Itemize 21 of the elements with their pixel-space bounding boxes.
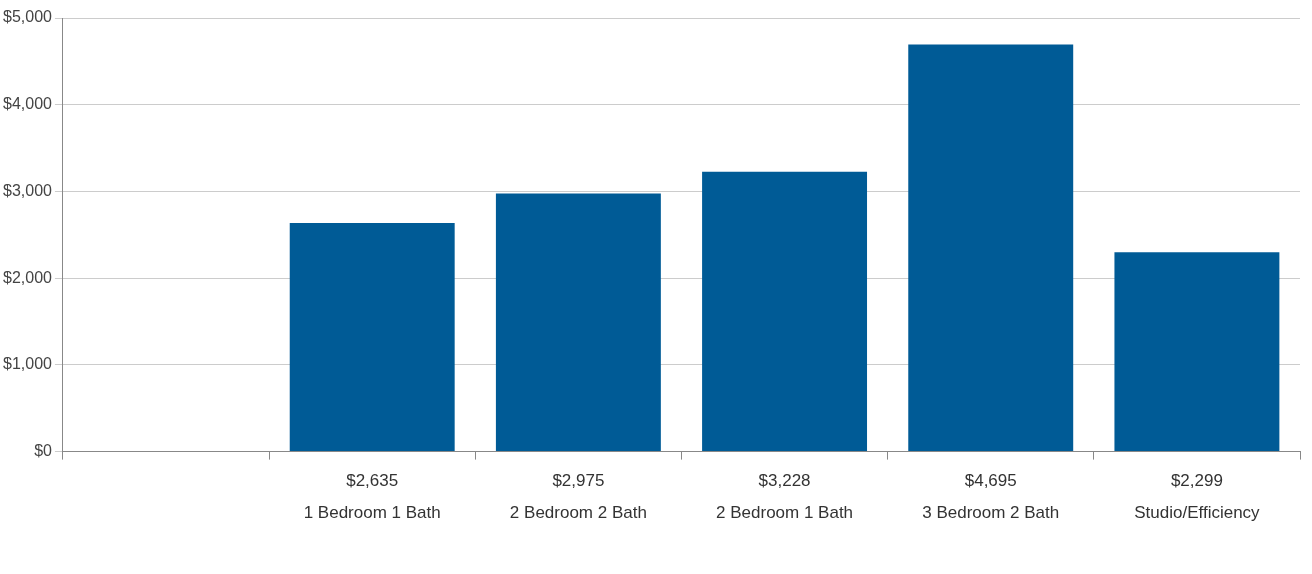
y-tick-label: $0 bbox=[34, 442, 53, 460]
bar bbox=[908, 44, 1074, 452]
data-label: $2,975 bbox=[552, 471, 605, 491]
bar bbox=[1114, 252, 1280, 452]
x-tick-label: 1 Bedroom 1 Bath bbox=[303, 503, 441, 523]
data-label: $3,228 bbox=[758, 471, 811, 491]
y-tick-label: $1,000 bbox=[3, 355, 53, 373]
y-tick-label: $3,000 bbox=[3, 181, 53, 199]
y-tick-label: $5,000 bbox=[3, 8, 53, 26]
data-label: $4,695 bbox=[964, 471, 1017, 491]
data-label: $2,635 bbox=[346, 471, 399, 491]
y-tick-label: $2,000 bbox=[3, 268, 53, 286]
x-tick-label: 2 Bedroom 1 Bath bbox=[716, 503, 854, 523]
x-tick-label: Studio/Efficiency bbox=[1134, 503, 1261, 523]
x-tick-label: 2 Bedroom 2 Bath bbox=[509, 503, 647, 523]
bar bbox=[495, 193, 661, 452]
bar bbox=[702, 171, 868, 452]
x-tick-label: 3 Bedroom 2 Bath bbox=[922, 503, 1060, 523]
bar bbox=[289, 223, 455, 452]
y-tick-label: $4,000 bbox=[3, 95, 53, 113]
data-label: $2,299 bbox=[1170, 471, 1223, 491]
